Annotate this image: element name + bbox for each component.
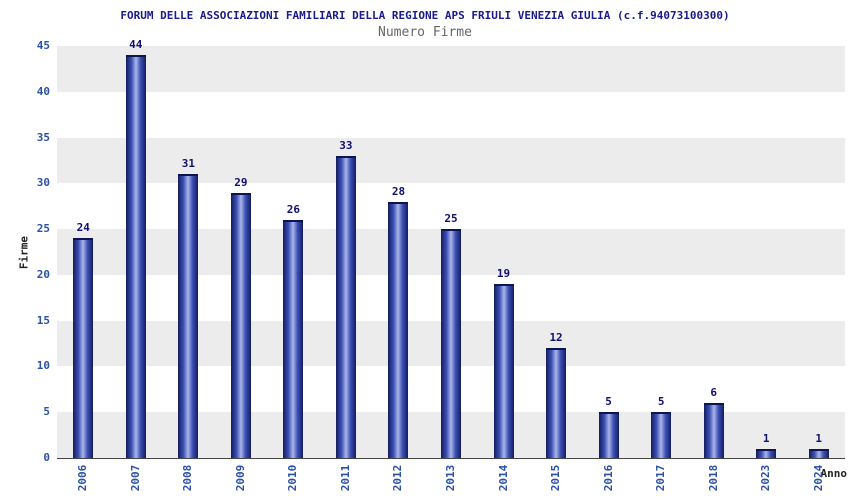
x-tick-label: 2024 xyxy=(811,464,825,492)
bar-2024 xyxy=(808,448,829,458)
y-tick-label: 35 xyxy=(36,130,50,144)
bar-2008 xyxy=(178,174,199,458)
bar-value-label: 26 xyxy=(286,202,301,216)
bar-value-label: 5 xyxy=(605,395,612,409)
bar-value-label: 24 xyxy=(76,221,90,235)
x-tick-label: 2012 xyxy=(391,464,405,492)
bar-value-label: 44 xyxy=(129,38,143,52)
bar-value-label: 28 xyxy=(391,184,406,198)
x-tick-label: 2015 xyxy=(549,464,563,492)
y-tick-label: 25 xyxy=(36,222,50,236)
bar-2011 xyxy=(335,155,356,458)
plot-area: 24 44 31 29 26 33 28 25 19 12 5 5 6 1 1 xyxy=(57,38,845,459)
y-tick-label: 45 xyxy=(36,39,50,52)
chart-title: FORUM DELLE ASSOCIAZIONI FAMILIARI DELLA… xyxy=(120,9,730,22)
bar-2009 xyxy=(230,192,251,458)
bar-value-label: 1 xyxy=(762,431,770,445)
x-tick-label: 2007 xyxy=(128,464,142,492)
bar-2017 xyxy=(651,412,672,458)
bar-value-label: 6 xyxy=(710,386,717,400)
x-tick-label: 2017 xyxy=(654,464,668,492)
x-tick-label: 2023 xyxy=(759,464,773,492)
bar-2023 xyxy=(756,448,777,458)
y-tick-label: 15 xyxy=(36,313,50,327)
y-tick-label: 30 xyxy=(36,176,50,190)
x-tick-label: 2010 xyxy=(286,464,300,492)
y-tick-label: 40 xyxy=(36,84,50,98)
bar-2013 xyxy=(441,229,461,458)
chart-subtitle: Numero Firme xyxy=(378,25,472,40)
x-tick-label: 2014 xyxy=(496,464,510,492)
bar-2015 xyxy=(546,348,567,458)
bar-2018 xyxy=(703,403,724,458)
bar-value-label: 5 xyxy=(657,395,665,409)
y-tick-label: 0 xyxy=(43,451,50,464)
bar-2010 xyxy=(283,219,304,458)
x-axis-title: Anno xyxy=(820,467,848,480)
bar-2016 xyxy=(598,412,619,458)
bar-value-label: 25 xyxy=(444,212,458,226)
x-tick-label: 2016 xyxy=(601,464,615,492)
bar-value-label: 12 xyxy=(549,331,563,345)
bar-value-label: 33 xyxy=(339,138,353,152)
bar-value-label: 29 xyxy=(234,175,248,189)
x-tick-label: 2018 xyxy=(706,464,720,492)
bar-2006 xyxy=(73,238,94,458)
x-tick-label: 2013 xyxy=(444,464,457,492)
bar-2014 xyxy=(493,284,514,458)
x-tick-label: 2008 xyxy=(181,464,195,492)
x-tick-label: 2006 xyxy=(76,464,90,492)
y-tick-label: 20 xyxy=(36,267,50,281)
bar-value-label: 1 xyxy=(815,431,823,445)
bar-2007 xyxy=(125,55,146,458)
bar-value-label: 19 xyxy=(496,267,511,281)
y-tick-label: 10 xyxy=(36,359,50,373)
grid-band xyxy=(57,91,845,138)
bar-2012 xyxy=(388,201,409,458)
y-tick-label: 5 xyxy=(43,405,50,419)
bar-value-label: 31 xyxy=(181,157,195,171)
x-tick-label: 2009 xyxy=(233,464,247,492)
x-tick-label: 2011 xyxy=(338,464,352,492)
grid-band xyxy=(57,46,845,92)
